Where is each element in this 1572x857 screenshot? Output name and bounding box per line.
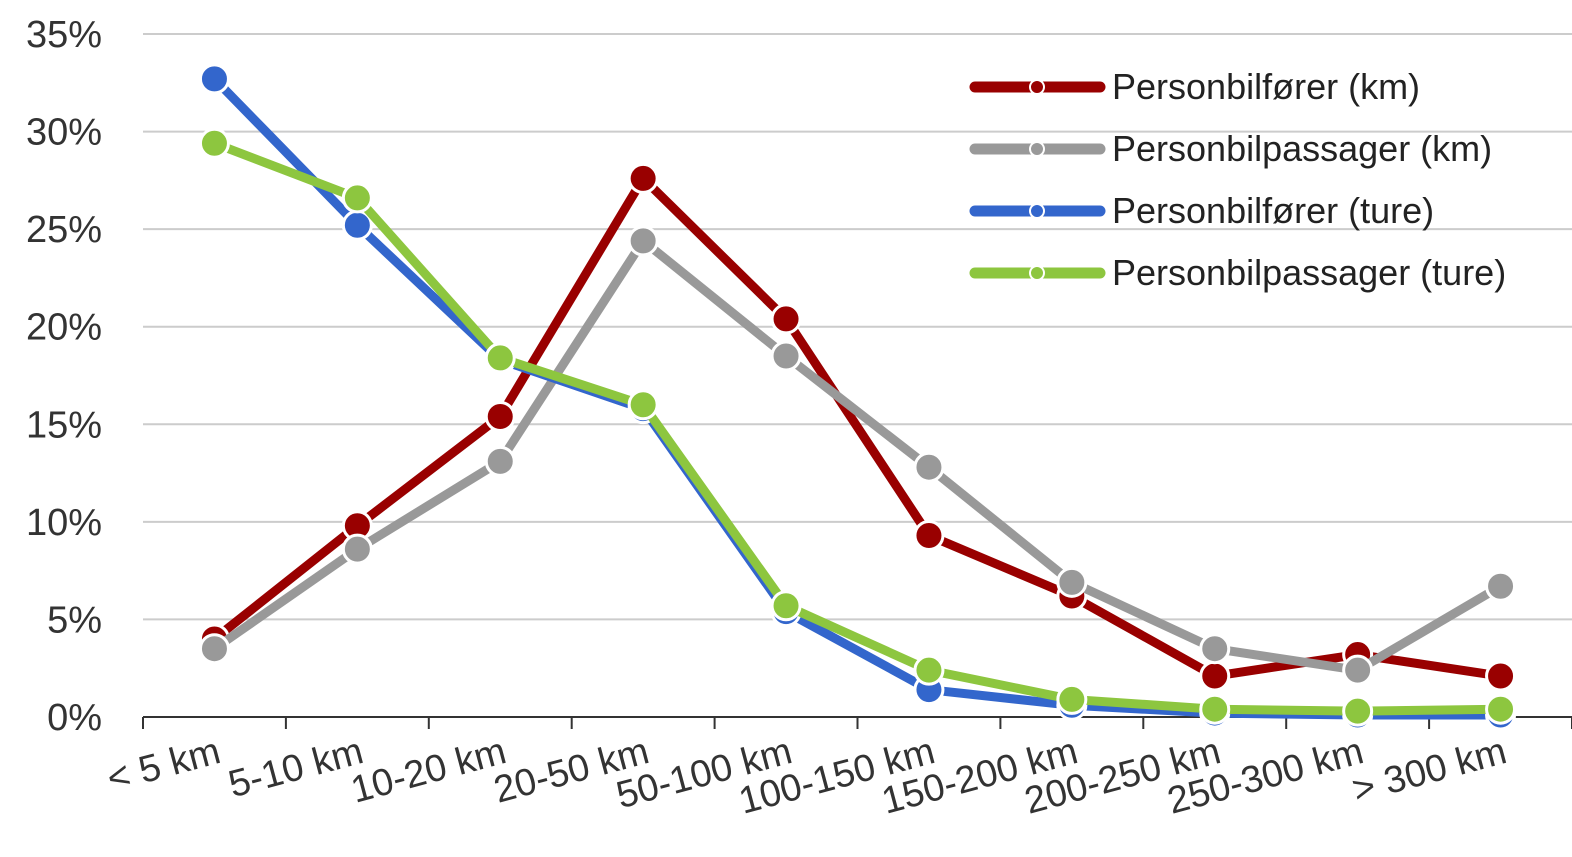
legend-item: Personbilpassager (km) [969,128,1492,169]
y-tick-label: 35% [26,14,102,56]
y-axis: 0% 5% 10% 15% 20% 25% 30% 35% [26,14,102,739]
data-point [341,533,373,565]
x-tick-label: > 300 km [1348,730,1511,811]
legend-label: Personbilfører (ture) [1112,190,1434,231]
data-point [770,303,802,335]
legend-marker [1029,265,1045,281]
data-point [627,162,659,194]
legend-marker [1029,203,1045,219]
series-2 [198,225,1517,686]
x-tick-label: 5-10 km [224,730,367,806]
data-point [1342,695,1374,727]
data-point [1199,633,1231,665]
legend-label: Personbilpassager (ture) [1112,252,1506,293]
legend-label: Personbilpassager (km) [1112,128,1492,169]
series-lines [198,63,1517,731]
data-point [1342,654,1374,686]
legend-item: Personbilfører (ture) [969,190,1434,231]
data-point [913,520,945,552]
y-tick-label: 0% [47,697,102,739]
series-line [209,138,1506,716]
data-point [1485,570,1517,602]
data-point [484,400,516,432]
legend-item: Personbilfører (km) [969,66,1420,107]
data-point [198,633,230,665]
data-point [627,225,659,257]
series-line [209,173,1506,681]
y-tick-label: 15% [26,404,102,446]
legend: Personbilfører (km) Personbilpassager (km… [969,66,1506,293]
data-point [1485,660,1517,692]
y-tick-label: 25% [26,209,102,251]
data-point [1056,566,1088,598]
legend-marker [1029,79,1045,95]
data-point [770,340,802,372]
data-point [1485,693,1517,725]
data-point [484,342,516,374]
y-tick-label: 30% [26,112,102,154]
data-point [1056,683,1088,715]
data-point [913,451,945,483]
data-point [913,654,945,686]
data-point [770,590,802,622]
data-point [341,182,373,214]
data-point [1199,693,1231,725]
series-4 [198,127,1517,727]
series-1 [198,162,1517,692]
data-point [198,127,230,159]
x-tick-label: 10-20 km [347,730,511,812]
data-point [627,389,659,421]
data-point [1199,660,1231,692]
legend-marker [1029,141,1045,157]
x-tick-label: < 5 km [103,730,225,800]
data-point [198,63,230,95]
y-tick-label: 20% [26,307,102,349]
y-tick-label: 10% [26,502,102,544]
legend-item: Personbilpassager (ture) [969,252,1506,293]
y-tick-label: 5% [47,599,102,641]
data-point [484,445,516,477]
series-line [209,236,1506,675]
legend-label: Personbilfører (km) [1112,66,1420,107]
